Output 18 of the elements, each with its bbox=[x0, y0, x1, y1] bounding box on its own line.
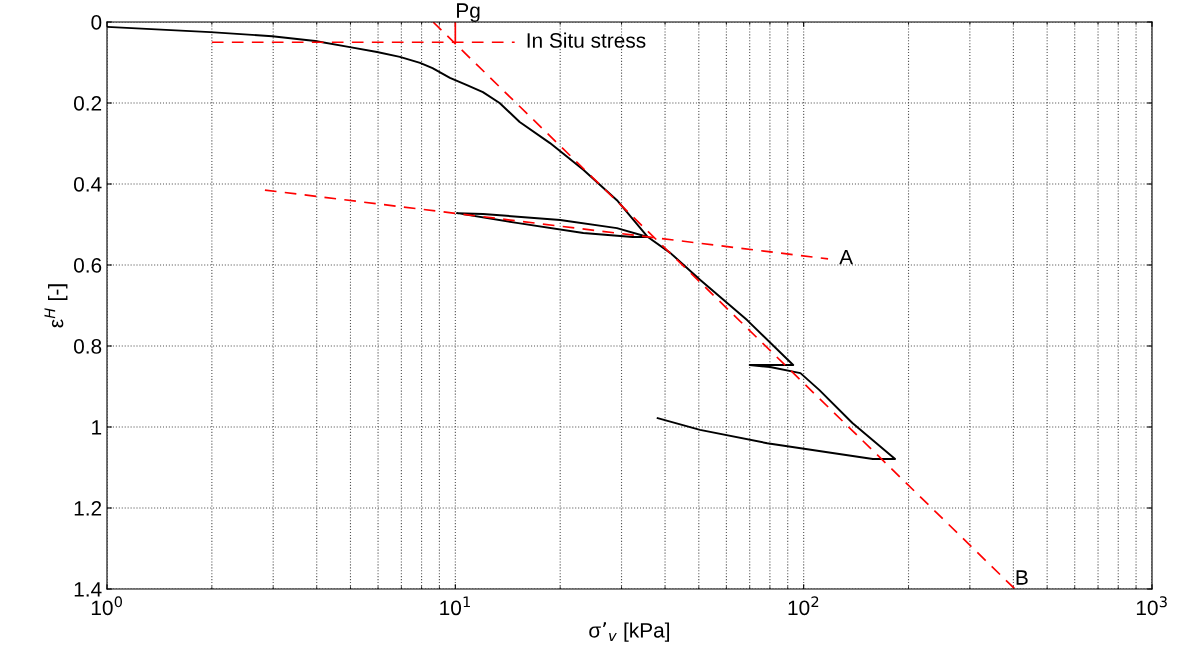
x-axis-title: σ’$_{v}$ [kPa] bbox=[589, 622, 670, 642]
x-tick-label: 10$^{0}$ bbox=[91, 596, 123, 616]
y-tick-label: 0.8 bbox=[73, 339, 102, 354]
y-tick-label: 0.4 bbox=[73, 177, 102, 192]
series-label: Pg bbox=[457, 3, 480, 22]
y-tick-label: 1 bbox=[92, 420, 102, 435]
x-tick-label: 10$^{1}$ bbox=[440, 596, 470, 616]
y-tick-label: 0.2 bbox=[73, 96, 102, 111]
y-tick-label: 0 bbox=[91, 15, 102, 30]
series-label: A bbox=[839, 249, 854, 265]
series-label: B bbox=[1016, 570, 1028, 585]
y-tick-label: 1.2 bbox=[74, 501, 102, 516]
x-tick-label: 10$^{2}$ bbox=[788, 596, 819, 616]
x-tick-label: 10$^{3}$ bbox=[1136, 596, 1167, 616]
series-label: In Situ stress bbox=[527, 32, 646, 48]
y-tick-label: 1.4 bbox=[74, 582, 102, 597]
y-axis-title: ε$^{H}$ [-] bbox=[44, 284, 68, 328]
y-tick-label: 0.6 bbox=[73, 258, 102, 273]
